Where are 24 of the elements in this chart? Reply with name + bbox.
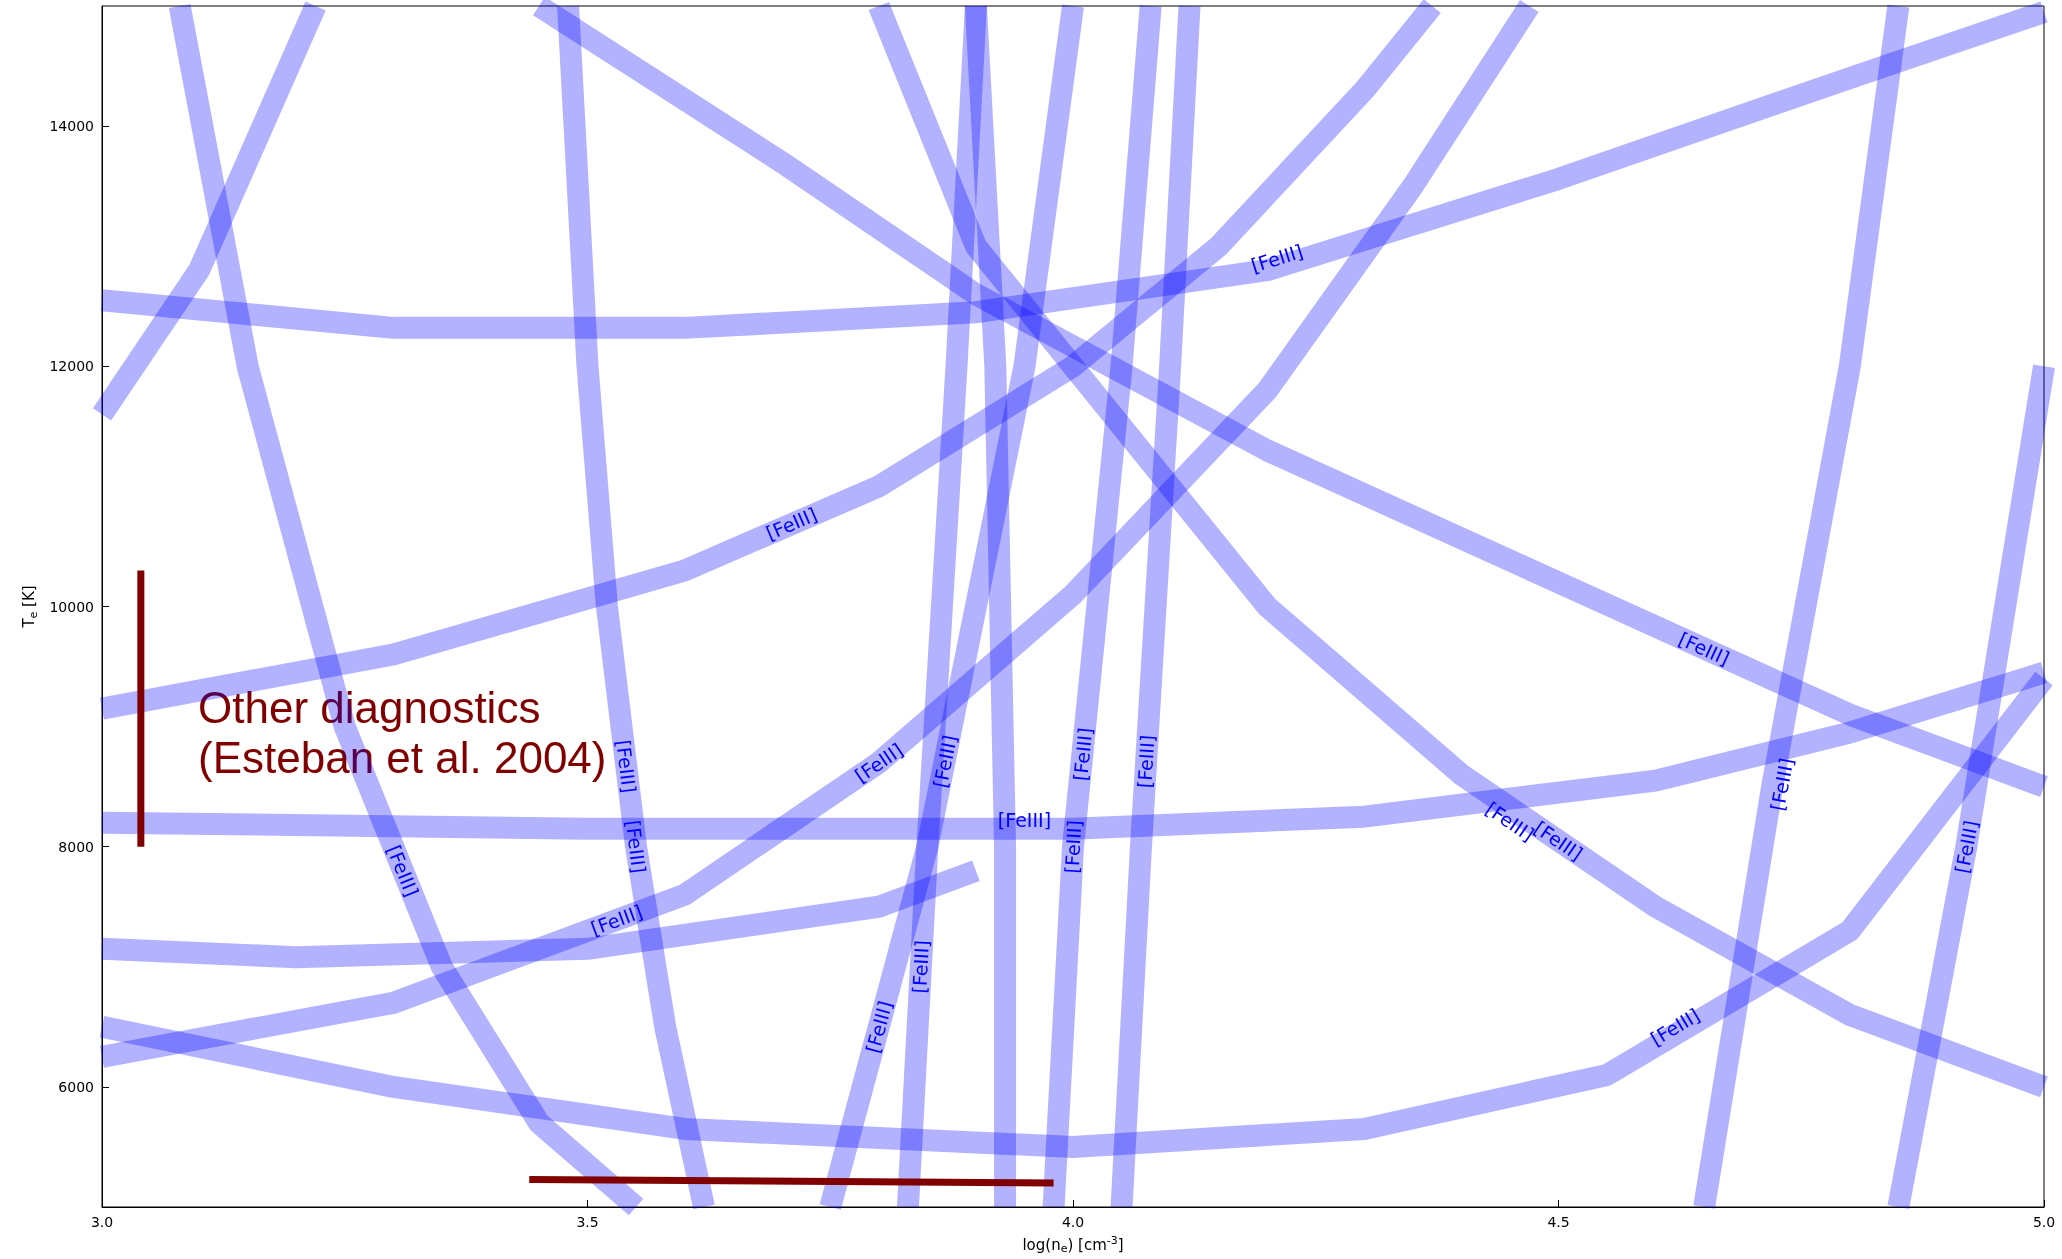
annotation: [FeIII]: [861, 998, 897, 1056]
annotation: [FeIII]: [621, 818, 651, 875]
x-tick-label: 5.0: [2032, 1214, 2056, 1230]
annotation: [FeIII]: [1060, 819, 1086, 874]
y-tick-label: 8000: [58, 838, 94, 855]
annotation: [FeIII]: [1133, 734, 1159, 789]
x-tick-label: 3.0: [90, 1214, 114, 1230]
annotation: [FeIII]: [1950, 818, 1983, 875]
annotation: [FeIII]: [1069, 726, 1097, 782]
x-tick-label: 4.0: [1061, 1214, 1085, 1230]
annotation: [FeIII]: [908, 939, 933, 994]
y-tick-label: 12000: [49, 358, 94, 375]
y-tick-label: 10000: [49, 598, 94, 615]
y-tick-label: 6000: [58, 1078, 94, 1095]
annotation: [FeIII]: [612, 738, 641, 794]
x-tick-label: 3.5: [576, 1214, 599, 1230]
annotation: [FeIII]: [997, 809, 1052, 832]
y-tick-label: 14000: [49, 118, 94, 135]
annotation: Other diagnostics (Esteban et al. 2004): [198, 682, 607, 782]
x-tick-label: 4.5: [1547, 1214, 1570, 1230]
y-axis-title: Te [K]: [20, 585, 40, 629]
annotation: [FeIII]: [1248, 239, 1306, 277]
annotation: [FeIII]: [1766, 756, 1798, 813]
annotation: [FeIII]: [928, 733, 961, 790]
